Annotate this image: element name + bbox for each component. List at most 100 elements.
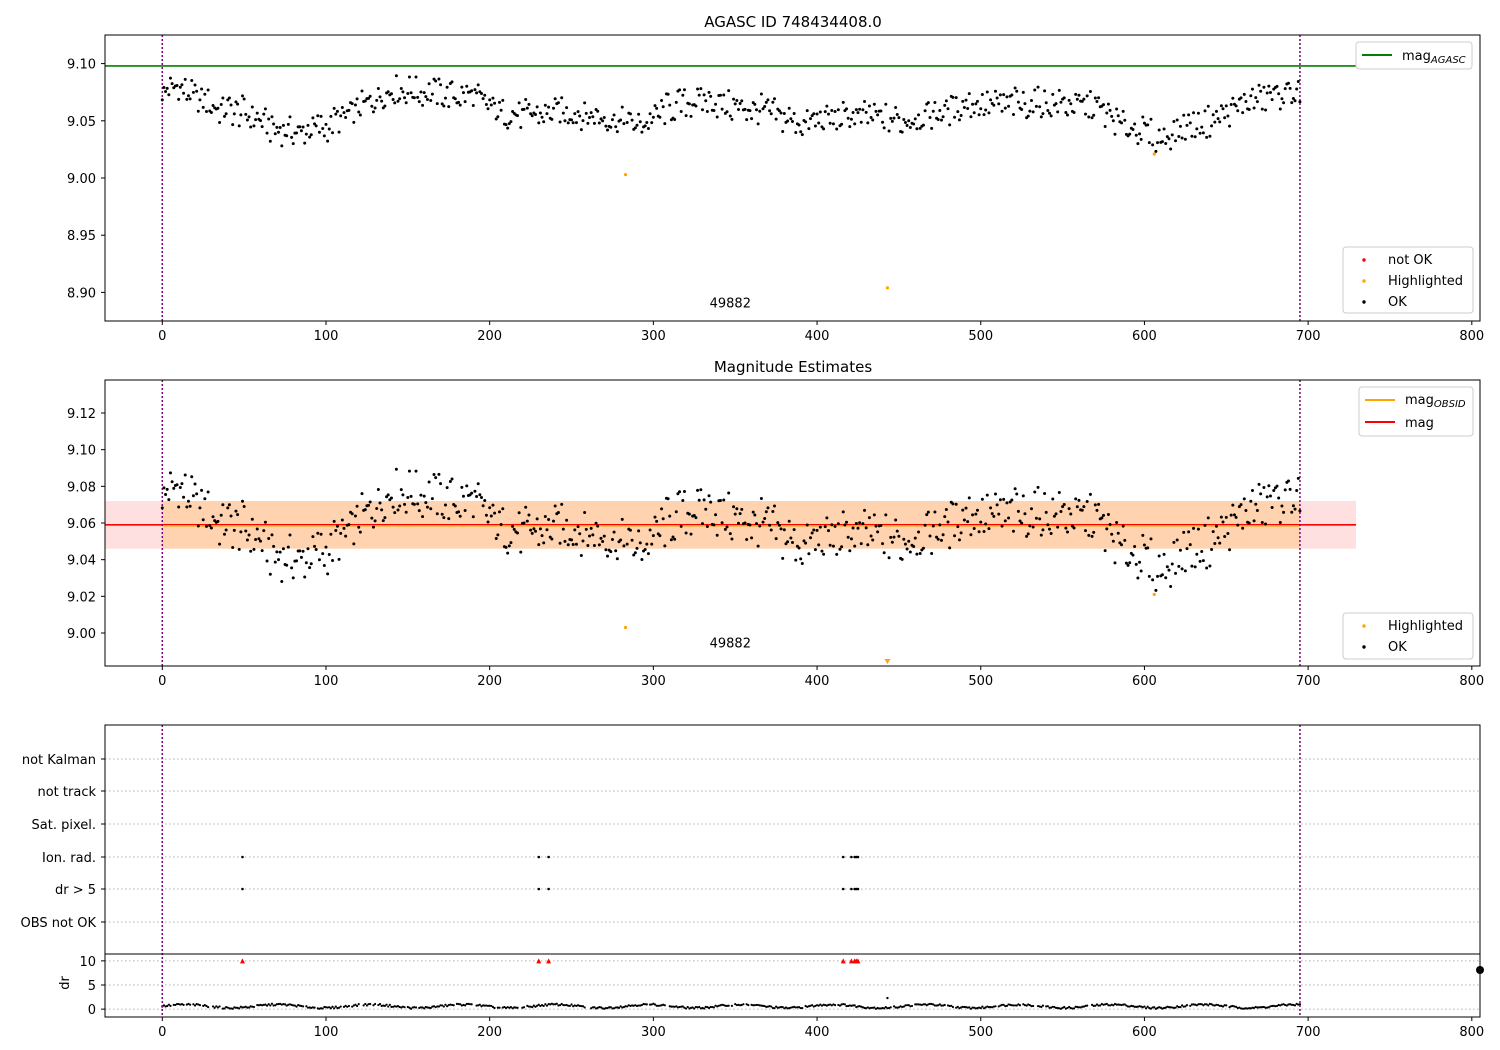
ok-point [1041,112,1045,116]
ok-point [646,126,650,130]
ok-point [581,119,585,123]
ok-point [1201,131,1205,135]
dr-point [531,1006,534,1009]
dr-point [449,1003,452,1006]
dr-point [306,1006,310,1009]
ok-point [1278,107,1282,111]
ok-point [921,123,925,127]
dr-point [532,1004,535,1007]
ok-point [1000,524,1004,528]
ok-point [560,502,564,506]
ok-point [1052,514,1056,518]
ok-point [516,114,519,118]
ok-point [638,541,642,545]
dr-point [727,1004,730,1007]
ok-point [633,126,637,130]
ok-point [393,511,397,515]
ok-point [550,537,554,541]
ok-point [1177,564,1181,568]
ok-point [201,518,205,522]
dr-point [511,1007,514,1010]
dr-point [760,1004,763,1007]
dr-point [354,1003,357,1006]
ok-point [565,518,569,522]
ok-point [882,126,886,130]
ok-point [1239,96,1243,100]
dr-point [865,1007,868,1010]
dr-point [396,1004,400,1008]
dr-point [950,1004,953,1007]
ok-point [172,486,176,490]
dr-point [185,1003,188,1006]
ok-point [902,537,906,541]
dr-point [542,1004,545,1008]
ok-point [967,92,971,96]
ok-point [661,105,665,109]
legend-2-highlighted: Highlighted [1388,619,1463,634]
ok-point [987,527,991,531]
ok-point [928,116,932,120]
ok-point [1102,513,1106,517]
ok-point [763,516,767,520]
ok-point [378,95,382,99]
ok-point [1064,526,1068,530]
ok-point [689,114,693,118]
ok-point [944,99,948,103]
ok-point [966,520,970,524]
dr-point [884,1005,887,1009]
ok-point [1206,104,1210,108]
ok-point [727,89,731,93]
dr-point [442,1005,445,1008]
ok-point [1264,108,1268,112]
ok-point [1214,109,1218,113]
ok-point [481,504,485,508]
ok-point [1280,504,1284,508]
dr-point [1176,1005,1179,1008]
ok-point [1280,97,1284,101]
dr-point [626,1005,629,1008]
ok-point [1213,120,1217,124]
dr-point [285,1004,288,1007]
dr-point [1118,1003,1121,1006]
ok-point [227,503,231,507]
ok-point [1116,114,1120,118]
x-tick-label: 500 [968,329,993,344]
dr-point [1182,1005,1185,1008]
ok-point [285,134,289,138]
dr-point [169,1004,172,1007]
ok-point [298,549,302,553]
ok-point [961,99,965,103]
ok-point [494,536,498,540]
ok-point [1282,510,1286,514]
ok-point [386,493,390,497]
dr-point [1086,1004,1089,1007]
ok-point [355,504,359,508]
highlighted-point [885,286,890,290]
dr-point [1243,1007,1246,1010]
ok-point [321,552,325,556]
ok-point [496,115,500,119]
ok-point [702,498,706,502]
flag-point [850,887,853,891]
ok-point [592,121,596,125]
y-tick-label: 9.00 [67,627,96,642]
dr-point [951,1005,955,1009]
dr-point [468,1003,472,1006]
ok-point [162,486,166,490]
ok-point [396,99,400,103]
dr-point [1032,1004,1035,1008]
ok-point [288,533,292,537]
ok-point [1282,101,1286,105]
dr-point [1244,1007,1248,1010]
ok-point [188,97,192,101]
ok-point [825,104,829,108]
ok-point [511,524,515,528]
ok-point [1142,543,1146,547]
dr-point [192,1003,195,1006]
ok-point [876,530,880,534]
ok-point [939,538,943,542]
dr-point [1177,1006,1180,1009]
ok-point [425,97,429,101]
ok-point [1185,547,1189,551]
ok-point [658,534,662,538]
